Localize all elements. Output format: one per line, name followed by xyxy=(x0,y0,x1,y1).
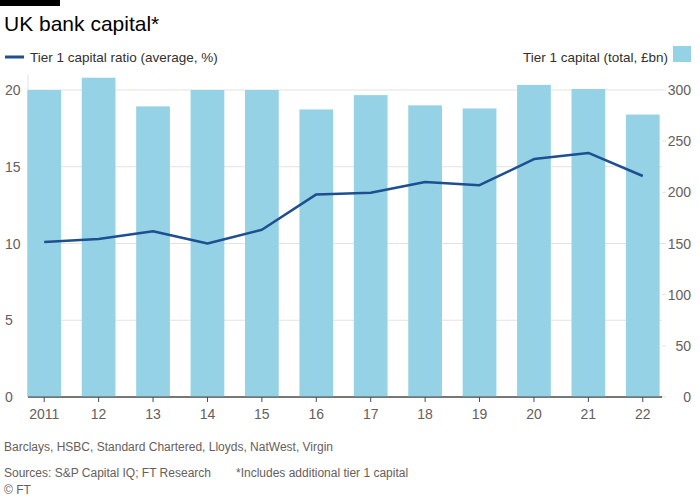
bar xyxy=(408,105,442,397)
grid-line xyxy=(28,320,662,321)
note: Barclays, HSBC, Standard Chartered, Lloy… xyxy=(4,440,333,454)
x-tick-label: 20 xyxy=(526,406,542,422)
line xyxy=(44,153,643,244)
bar xyxy=(517,85,551,397)
y2-tick xyxy=(662,243,666,244)
y-tick-label: 15 xyxy=(5,159,21,175)
x-tick xyxy=(44,397,45,402)
y2-tick-label: 150 xyxy=(668,236,692,252)
grid-line xyxy=(28,166,662,167)
baseline xyxy=(28,397,662,398)
x-tick-label: 17 xyxy=(363,406,379,422)
x-tick xyxy=(479,397,480,402)
y2-tick xyxy=(662,192,666,193)
y2-tick-label: 0 xyxy=(683,389,691,405)
x-tick xyxy=(425,397,426,402)
plot-area xyxy=(27,78,659,397)
x-tick-label: 13 xyxy=(145,406,161,422)
bar xyxy=(354,95,388,397)
legend-label: Tier 1 capital (total, £bn) xyxy=(523,50,668,65)
chart: UK bank capital* Tier 1 capital ratio (av… xyxy=(0,0,700,500)
x-tick-label: 16 xyxy=(309,406,325,422)
y2-tick-label: 200 xyxy=(668,184,692,200)
x-tick-label: 14 xyxy=(200,406,216,422)
x-tick xyxy=(370,397,371,402)
y2-tick-label: 50 xyxy=(675,338,691,354)
grid xyxy=(28,90,666,397)
footnote: *Includes additional tier 1 capital xyxy=(236,466,408,480)
x-tick xyxy=(588,397,589,402)
x-tick xyxy=(533,397,534,402)
y-tick-label: 20 xyxy=(5,82,21,98)
x-tick xyxy=(98,397,99,402)
legend-swatch xyxy=(5,56,24,59)
title: UK bank capital* xyxy=(4,12,159,35)
bar xyxy=(27,90,61,397)
x-tick-label: 12 xyxy=(91,406,107,422)
y2-tick-label: 250 xyxy=(668,133,692,149)
bar xyxy=(136,106,170,397)
bar xyxy=(299,109,333,397)
x-tick-label: 15 xyxy=(254,406,270,422)
grid-line xyxy=(28,90,662,91)
x-tick xyxy=(316,397,317,402)
y2-tick xyxy=(662,90,666,91)
legend-swatch xyxy=(673,46,691,62)
x-tick xyxy=(642,397,643,402)
brand-bar xyxy=(0,0,60,6)
x-tick-label: 2011 xyxy=(29,406,59,422)
x-tick xyxy=(261,397,262,402)
grid-line xyxy=(28,397,662,398)
y2-tick xyxy=(662,345,666,346)
x-tick xyxy=(207,397,208,402)
x-tick-label: 18 xyxy=(417,406,433,422)
x-tick xyxy=(153,397,154,402)
grid-line xyxy=(28,243,662,244)
y2-tick xyxy=(662,397,666,398)
legend: Tier 1 capital ratio (average, %) Tier 1 … xyxy=(5,46,691,65)
y-tick-label: 10 xyxy=(5,236,21,252)
y-tick-label: 5 xyxy=(5,312,13,328)
y2-tick xyxy=(662,141,666,142)
bar xyxy=(572,89,606,397)
y-tick-label: 0 xyxy=(5,389,13,405)
x-tick-label: 19 xyxy=(472,406,488,422)
bar xyxy=(245,90,279,397)
source: Sources: S&P Capital IQ; FT Research xyxy=(4,466,211,480)
credit: © FT xyxy=(4,483,32,497)
x-tick-label: 22 xyxy=(635,406,651,422)
bar xyxy=(626,115,660,397)
y2-tick-label: 300 xyxy=(668,82,692,98)
bar xyxy=(463,108,497,397)
legend-label: Tier 1 capital ratio (average, %) xyxy=(30,50,218,65)
x-tick-label: 21 xyxy=(581,406,597,422)
y2-tick xyxy=(662,294,666,295)
y2-tick-label: 100 xyxy=(668,287,692,303)
